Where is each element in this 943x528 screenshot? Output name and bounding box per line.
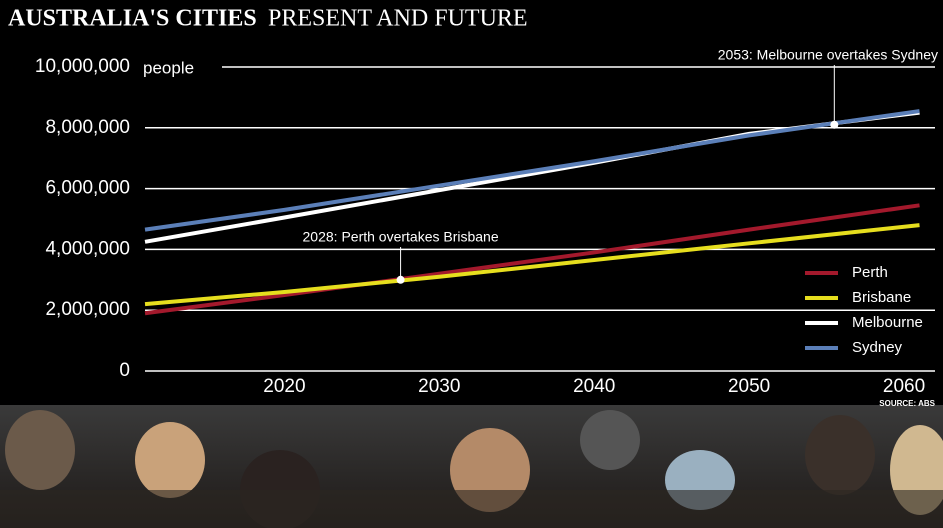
y-tick-label: 10,000,000 (35, 56, 130, 77)
chart-subtitle: PRESENT AND FUTURE (268, 6, 528, 32)
legend-label: Sydney (852, 339, 903, 356)
annotation-text: 2053: Melbourne overtakes Sydney (718, 47, 938, 63)
y-axis-label: people (143, 58, 194, 77)
crowd-photo (0, 405, 943, 528)
y-tick-label: 0 (119, 360, 130, 381)
series-line (144, 109, 920, 232)
annotation-point (396, 275, 405, 284)
x-tick-label: 2060 (883, 376, 925, 397)
annotation-text: 2028: Perth overtakes Brisbane (303, 229, 499, 245)
y-tick-label: 4,000,000 (45, 238, 130, 259)
source: SOURCE: ABS (879, 399, 935, 408)
x-tick-label: 2050 (728, 376, 770, 397)
chart-title: AUSTRALIA'S CITIES (8, 6, 257, 32)
y-tick-label: 2,000,000 (45, 299, 130, 320)
series-line (144, 223, 920, 307)
series-line (144, 203, 920, 316)
x-tick-label: 2040 (573, 376, 615, 397)
legend-label: Perth (852, 264, 888, 281)
y-tick-label: 6,000,000 (45, 178, 130, 199)
x-tick-label: 2030 (418, 376, 460, 397)
legend-label: Melbourne (852, 314, 923, 331)
annotation-point (830, 120, 839, 129)
y-tick-label: 8,000,000 (45, 117, 130, 138)
x-tick-label: 2020 (263, 376, 305, 397)
legend-label: Brisbane (852, 289, 911, 306)
